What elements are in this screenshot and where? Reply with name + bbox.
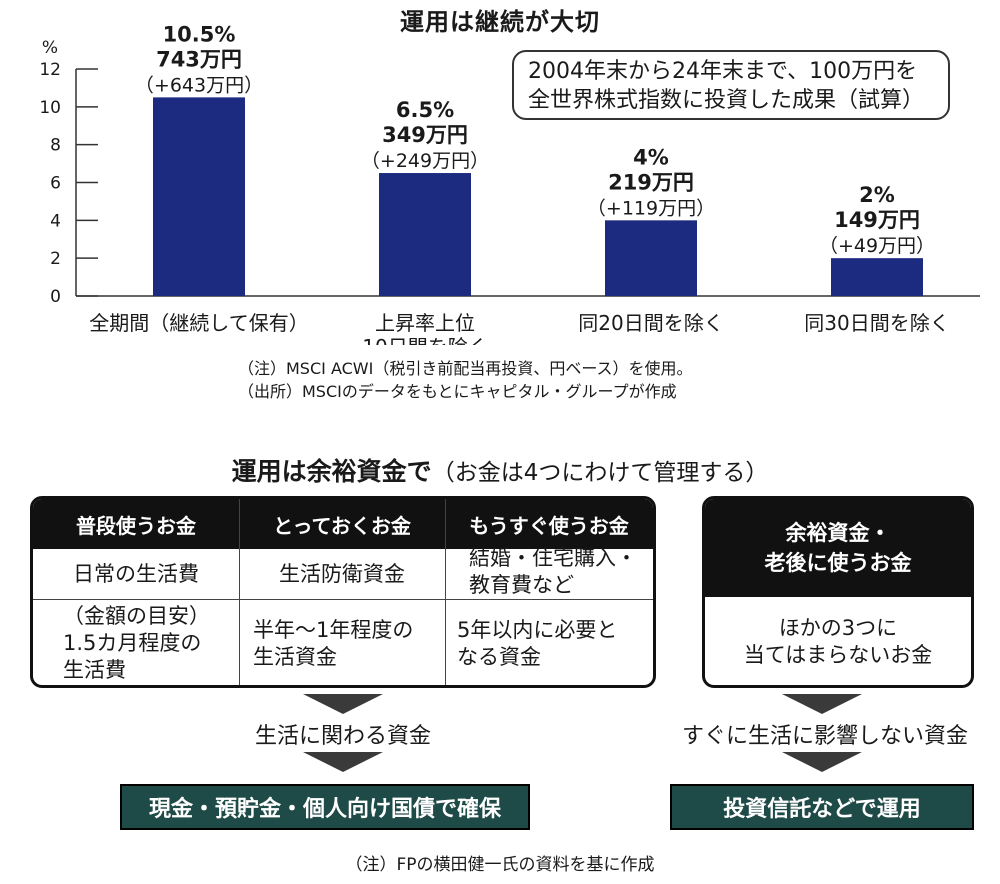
data-label: （+643万円） (135, 74, 263, 96)
section-title: 運用は余裕資金で（お金は4つにわけて管理する） (0, 452, 1000, 488)
column-header-daily: 普段使うお金 (33, 499, 239, 549)
down-arrow-icon (782, 752, 862, 772)
cell-daily-purpose: 日常の生活費 (73, 562, 199, 586)
bar (153, 97, 245, 296)
section-title-bold: 運用は余裕資金で (231, 457, 432, 486)
surplus-header: 余裕資金・ 老後に使うお金 (705, 499, 971, 597)
chart-annotation-line: 全世界株式指数に投資した成果（試算） (528, 88, 925, 113)
chart-annotation-box: 2004年末から24年末まで、100万円を 全世界株式指数に投資した成果（試算） (512, 50, 950, 120)
surplus-body: ほかの3つに 当てはまらないお金 (743, 616, 933, 667)
chart-annotation-line: 2004年末から24年末まで、100万円を (528, 59, 918, 84)
chart-title: 運用は継続が大切 (400, 8, 600, 36)
y-tick-label: 10 (39, 98, 61, 118)
row-divider (33, 599, 653, 600)
surplus-money-panel: 余裕資金・ 老後に使うお金 ほかの3つに 当てはまらないお金 (702, 496, 974, 688)
bar (605, 220, 697, 296)
down-arrow-icon (303, 752, 383, 772)
y-tick-label: 12 (39, 60, 61, 80)
x-tick-label: 同30日間を除く (804, 311, 949, 335)
down-arrow-icon (303, 694, 383, 714)
y-axis-unit: % (42, 38, 58, 58)
column-divider (239, 499, 240, 685)
data-label: 219万円 (608, 170, 694, 194)
cell-soon-purpose: 結婚・住宅購入・ 教育費など (469, 546, 637, 597)
y-tick-label: 6 (50, 174, 61, 194)
y-tick-label: 8 (50, 136, 61, 156)
x-tick-label: 同20日間を除く (578, 311, 723, 335)
chart-source: （出所）MSCIのデータをもとにキャピタル・グループが作成 (238, 382, 677, 401)
bar (831, 258, 923, 296)
surplus-header-line: 老後に使うお金 (764, 551, 912, 575)
cell-daily-amount: （金額の目安） 1.5カ月程度の 生活費 (63, 604, 210, 682)
left-result-box: 現金・預貯金・個人向け国債で確保 (120, 784, 530, 830)
chart-note: （注）MSCI ACWI（税引き前配当再投資、円ベース）を使用。 (238, 359, 693, 378)
down-arrow-icon (782, 694, 862, 714)
footnote: （注）FPの横田健一氏の資料を基に作成 (345, 855, 655, 875)
section-title-sub: （お金は4つにわけて管理する） (431, 460, 769, 486)
x-tick-label: 全期間（継続して保有） (89, 311, 308, 335)
x-tick-label: 上昇率上位 (375, 311, 475, 335)
data-label: 743万円 (156, 47, 242, 71)
data-label: （+49万円） (819, 235, 935, 257)
data-label: 149万円 (834, 208, 920, 232)
data-label: 6.5% (396, 98, 454, 122)
data-label: 2% (859, 183, 895, 207)
data-label: 4% (633, 145, 669, 169)
y-tick-label: 4 (50, 211, 61, 231)
column-header-soon: もうすぐ使うお金 (445, 499, 653, 549)
surplus-header-line: 余裕資金・ (785, 521, 891, 545)
data-label: （+119万円） (587, 197, 715, 219)
right-flow-label: すぐに生活に影響しない資金 (681, 724, 968, 749)
y-tick-label: 2 (50, 249, 61, 269)
cell-reserve-purpose: 生活防衛資金 (279, 562, 405, 586)
y-tick-label: 0 (50, 287, 61, 307)
data-label: （+249万円） (361, 150, 489, 172)
column-divider (445, 499, 446, 685)
bar (379, 173, 471, 296)
cell-reserve-amount: 半年～1年程度の 生活資金 (253, 618, 414, 669)
data-label: 10.5% (163, 22, 236, 46)
x-tick-label: 10日間を除く (362, 335, 487, 345)
cell-soon-amount: 5年以内に必要と なる資金 (457, 618, 618, 669)
data-label: 349万円 (382, 123, 468, 147)
bar-chart: % 0 2 4 6 8 10 12 10.5%743万円 （+643万円） 全期間（継続して保有） 6… (39, 22, 980, 345)
left-flow-label: 生活に関わる資金 (254, 724, 431, 749)
column-header-reserve: とっておくお金 (239, 499, 445, 549)
money-categories-panel: 普段使うお金 とっておくお金 もうすぐ使うお金 日常の生活費 生活防衛資金 結婚… (30, 496, 656, 688)
right-result-box: 投資信託などで運用 (670, 784, 974, 830)
